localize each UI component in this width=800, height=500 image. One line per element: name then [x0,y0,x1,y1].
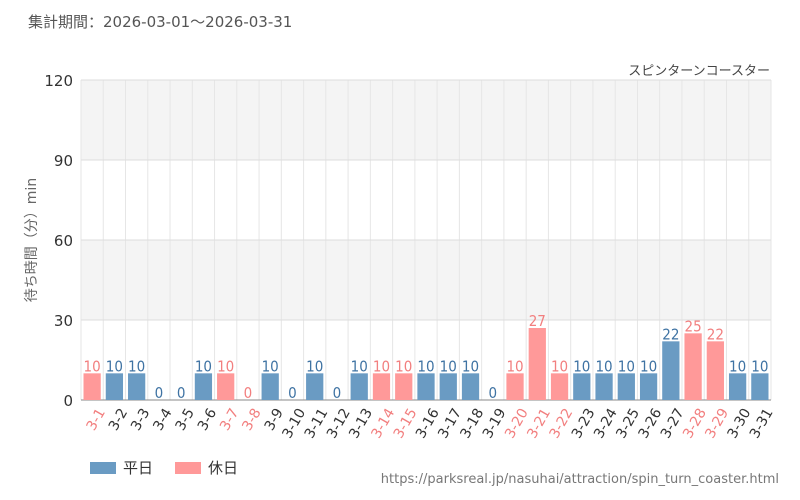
y-axis-label: 待ち時間（分）min [24,178,40,302]
legend-swatch-holiday [175,461,202,474]
value-label: 27 [529,312,546,330]
value-label: 10 [573,357,590,375]
x-tick-label: 3-2 [106,406,131,434]
bar-3-1 [83,373,101,400]
y-tick-label: 0 [63,392,73,410]
value-label: 10 [262,357,279,375]
value-label: 10 [306,357,323,375]
plot-bands [81,80,771,320]
value-label: 10 [462,357,479,375]
value-label: 10 [106,357,123,375]
legend-item-weekday: 平日 [90,457,153,478]
bar-3-14 [372,373,391,400]
legend-item-holiday: 休日 [175,457,238,478]
bar-3-9 [261,373,279,400]
y-tick-labels: 0 30 60 90 120 [44,72,73,410]
bar-3-20 [506,373,524,400]
value-label: 0 [333,384,342,402]
y-tick-label: 120 [44,72,73,90]
value-label: 10 [440,357,457,375]
value-label: 10 [618,357,635,375]
value-label: 0 [288,384,297,402]
bar-3-16 [417,373,435,400]
x-tick-label: 3-7 [217,406,242,434]
x-tick-label: 3-5 [173,406,198,434]
legend: 平日 休日 [90,457,260,478]
x-tick-label: 3-6 [195,406,220,434]
x-tick-labels: 3-13-23-33-43-53-63-73-83-93-103-113-123… [84,406,777,442]
bar-3-30 [728,373,747,400]
value-label: 10 [640,357,657,375]
bar-3-15 [395,373,413,400]
value-label: 10 [729,357,746,375]
value-label: 10 [217,357,234,375]
source-url: https://parksreal.jp/nasuhai/attraction/… [380,472,779,487]
plot-band [81,80,771,160]
plot-band [81,240,771,320]
y-tick-label: 30 [54,312,73,330]
x-tick-label: 3-4 [150,406,175,434]
value-label: 10 [751,357,768,375]
bar-3-3 [128,373,146,400]
x-tick-label: 3-8 [239,406,264,434]
y-tick-label: 90 [54,152,73,170]
value-label: 10 [128,357,145,375]
value-label: 10 [506,357,523,375]
bar-3-17 [439,373,457,400]
x-tick-label: 3-3 [128,406,153,434]
value-label: 0 [244,384,253,402]
value-label: 10 [195,357,212,375]
bar-3-7 [217,373,235,400]
bar-3-22 [550,373,569,400]
bar-3-2 [105,373,124,400]
bar-3-27 [662,341,680,400]
value-label: 10 [395,357,412,375]
value-label: 10 [595,357,612,375]
value-label: 10 [417,357,434,375]
bar-3-31 [751,373,769,400]
value-label: 0 [155,384,164,402]
legend-label-holiday: 休日 [208,459,239,477]
bar-3-6 [194,373,213,400]
value-label: 22 [707,325,724,343]
y-tick-label: 60 [54,232,73,250]
bar-3-29 [706,341,724,400]
value-label: 22 [662,325,679,343]
value-label: 10 [551,357,568,375]
legend-swatch-weekday [90,461,116,474]
bars [83,328,769,401]
bar-3-23 [573,373,591,400]
value-label: 10 [351,357,368,375]
bar-3-21 [528,328,546,400]
bar-3-24 [595,373,613,400]
value-label: 10 [84,357,101,375]
bar-3-13 [350,373,368,400]
bar-3-18 [461,373,480,400]
legend-label-weekday: 平日 [123,459,154,477]
value-label: 10 [373,357,390,375]
bar-3-26 [639,373,658,400]
value-label: 0 [488,384,497,402]
x-tick-label: 3-31 [747,406,777,442]
bar-3-28 [684,333,702,400]
period-label: 集計期間：2026-03-01〜2026-03-31 [28,13,293,31]
bar-3-25 [617,373,635,400]
x-tick-label: 3-1 [84,406,109,434]
chart-title: スピンターンコースター [628,64,770,79]
value-label: 25 [685,317,702,335]
value-label: 0 [177,384,186,402]
bar-3-11 [306,373,324,400]
